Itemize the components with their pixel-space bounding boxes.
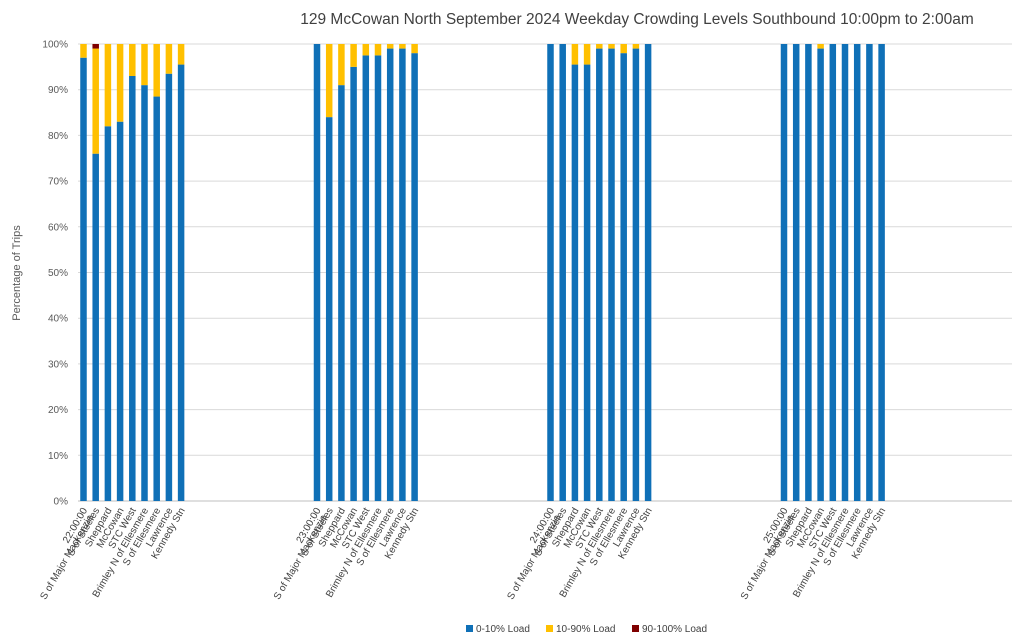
y-tick-label: 80% [48, 131, 68, 142]
bar-segment [92, 48, 99, 154]
bar-segment [620, 44, 627, 54]
legend-label: 90-100% Load [642, 624, 707, 635]
bar-segment [853, 44, 861, 501]
bar-segment [313, 44, 321, 501]
bar-segment [399, 44, 406, 49]
bar-segment [362, 55, 370, 502]
bar-segment [644, 44, 652, 501]
y-tick-label: 60% [48, 222, 68, 233]
bar-segment [350, 44, 357, 67]
bar-group [313, 44, 418, 502]
bar-segment [620, 53, 627, 501]
y-axis-title: Percentage of Trips [11, 225, 23, 321]
bar-segment [141, 44, 148, 86]
bar-segment [596, 48, 603, 501]
bar-segment [571, 64, 579, 501]
y-tick-label: 10% [48, 451, 68, 462]
bar-segment [165, 73, 173, 501]
y-tick-label: 50% [48, 268, 68, 279]
bar-segment [841, 44, 849, 501]
y-tick-label: 100% [42, 40, 68, 51]
bar-segment [104, 44, 112, 127]
y-axis-ticks: 0% 10% 20% 30% 40% 50% 60% 70% 80% 90% 100% [42, 40, 68, 508]
legend-label: 0-10% Load [476, 624, 530, 635]
bar-segment [80, 57, 87, 502]
legend-swatch [466, 625, 473, 632]
legend: 0-10% Load 10-90% Load 90-100% Load [466, 624, 707, 635]
bar-segment [129, 44, 136, 76]
bar-segment [362, 44, 370, 56]
bar-segment [177, 64, 185, 501]
bar-segment [116, 44, 124, 122]
bar-group [780, 44, 885, 501]
bar-segment [104, 126, 112, 501]
bar-segment [792, 44, 800, 501]
bar-segment [374, 44, 382, 56]
bar-segment [805, 44, 812, 501]
y-tick-label: 0% [54, 497, 69, 508]
bar-segment [608, 44, 615, 49]
bar-segment [80, 44, 87, 58]
bar-segment [386, 44, 394, 49]
bar-segment [116, 121, 124, 501]
bar-segment [817, 48, 824, 501]
chart-title: 129 McCowan North September 2024 Weekday… [300, 11, 974, 28]
bar-segment [153, 44, 160, 97]
legend-label: 10-90% Load [556, 624, 616, 635]
bar-segment [780, 44, 788, 501]
bar-segment [350, 66, 357, 501]
bar-segment [338, 44, 345, 86]
bar-segment [411, 44, 418, 54]
bar-group [547, 44, 652, 501]
y-tick-label: 20% [48, 405, 68, 416]
bar-segment [596, 44, 603, 49]
bar-segment [165, 44, 173, 74]
bar-segment [866, 44, 873, 501]
bar-group [80, 44, 185, 502]
bar-segment [632, 48, 640, 501]
bar-segment [141, 85, 148, 501]
bar-segment [177, 44, 185, 65]
bar-segment [153, 96, 160, 502]
bar-segment [411, 53, 418, 501]
bar-segment [338, 85, 345, 501]
bar-segment [325, 117, 333, 502]
y-tick-label: 70% [48, 177, 68, 188]
y-tick-label: 90% [48, 85, 68, 96]
bars [80, 44, 885, 502]
bar-segment [386, 48, 394, 501]
bar-segment [632, 44, 640, 49]
bar-segment [129, 75, 136, 502]
legend-swatch [632, 625, 639, 632]
bar-segment [817, 44, 824, 49]
bar-segment [92, 44, 99, 49]
bar-segment [374, 55, 382, 502]
bar-segment [399, 48, 406, 501]
bar-segment [608, 48, 615, 501]
bar-segment [325, 44, 333, 118]
bar-segment [571, 44, 579, 65]
bar-segment [878, 44, 885, 501]
bar-segment [583, 64, 591, 501]
bar-segment [92, 153, 99, 501]
bar-segment [547, 44, 554, 501]
bar-segment [829, 44, 837, 501]
bar-segment [583, 44, 591, 65]
legend-swatch [546, 625, 553, 632]
y-tick-label: 40% [48, 314, 68, 325]
y-tick-label: 30% [48, 359, 68, 370]
bar-segment [559, 44, 566, 501]
